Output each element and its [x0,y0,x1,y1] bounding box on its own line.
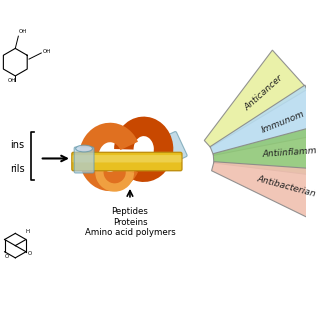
FancyBboxPatch shape [72,155,181,163]
Text: O: O [4,254,9,259]
FancyBboxPatch shape [158,132,187,164]
Text: Immunom: Immunom [260,109,306,135]
Text: Anticancer: Anticancer [243,73,285,112]
Text: Antiinflamm: Antiinflamm [262,147,317,159]
Text: ins: ins [10,140,24,150]
Text: Antibacterian: Antibacterian [256,174,317,198]
Polygon shape [213,124,320,177]
Text: O: O [28,251,32,256]
FancyBboxPatch shape [72,152,182,171]
Text: Peptides
Proteins
Amino acid polymers: Peptides Proteins Amino acid polymers [84,207,175,237]
Polygon shape [212,162,320,220]
Text: OH: OH [8,78,16,83]
Text: OH: OH [43,49,51,54]
Text: rils: rils [10,164,24,174]
FancyBboxPatch shape [74,147,94,173]
Polygon shape [204,50,308,148]
Text: OH: OH [18,29,27,34]
Polygon shape [210,85,320,155]
Text: H: H [26,229,30,234]
Ellipse shape [76,145,92,152]
